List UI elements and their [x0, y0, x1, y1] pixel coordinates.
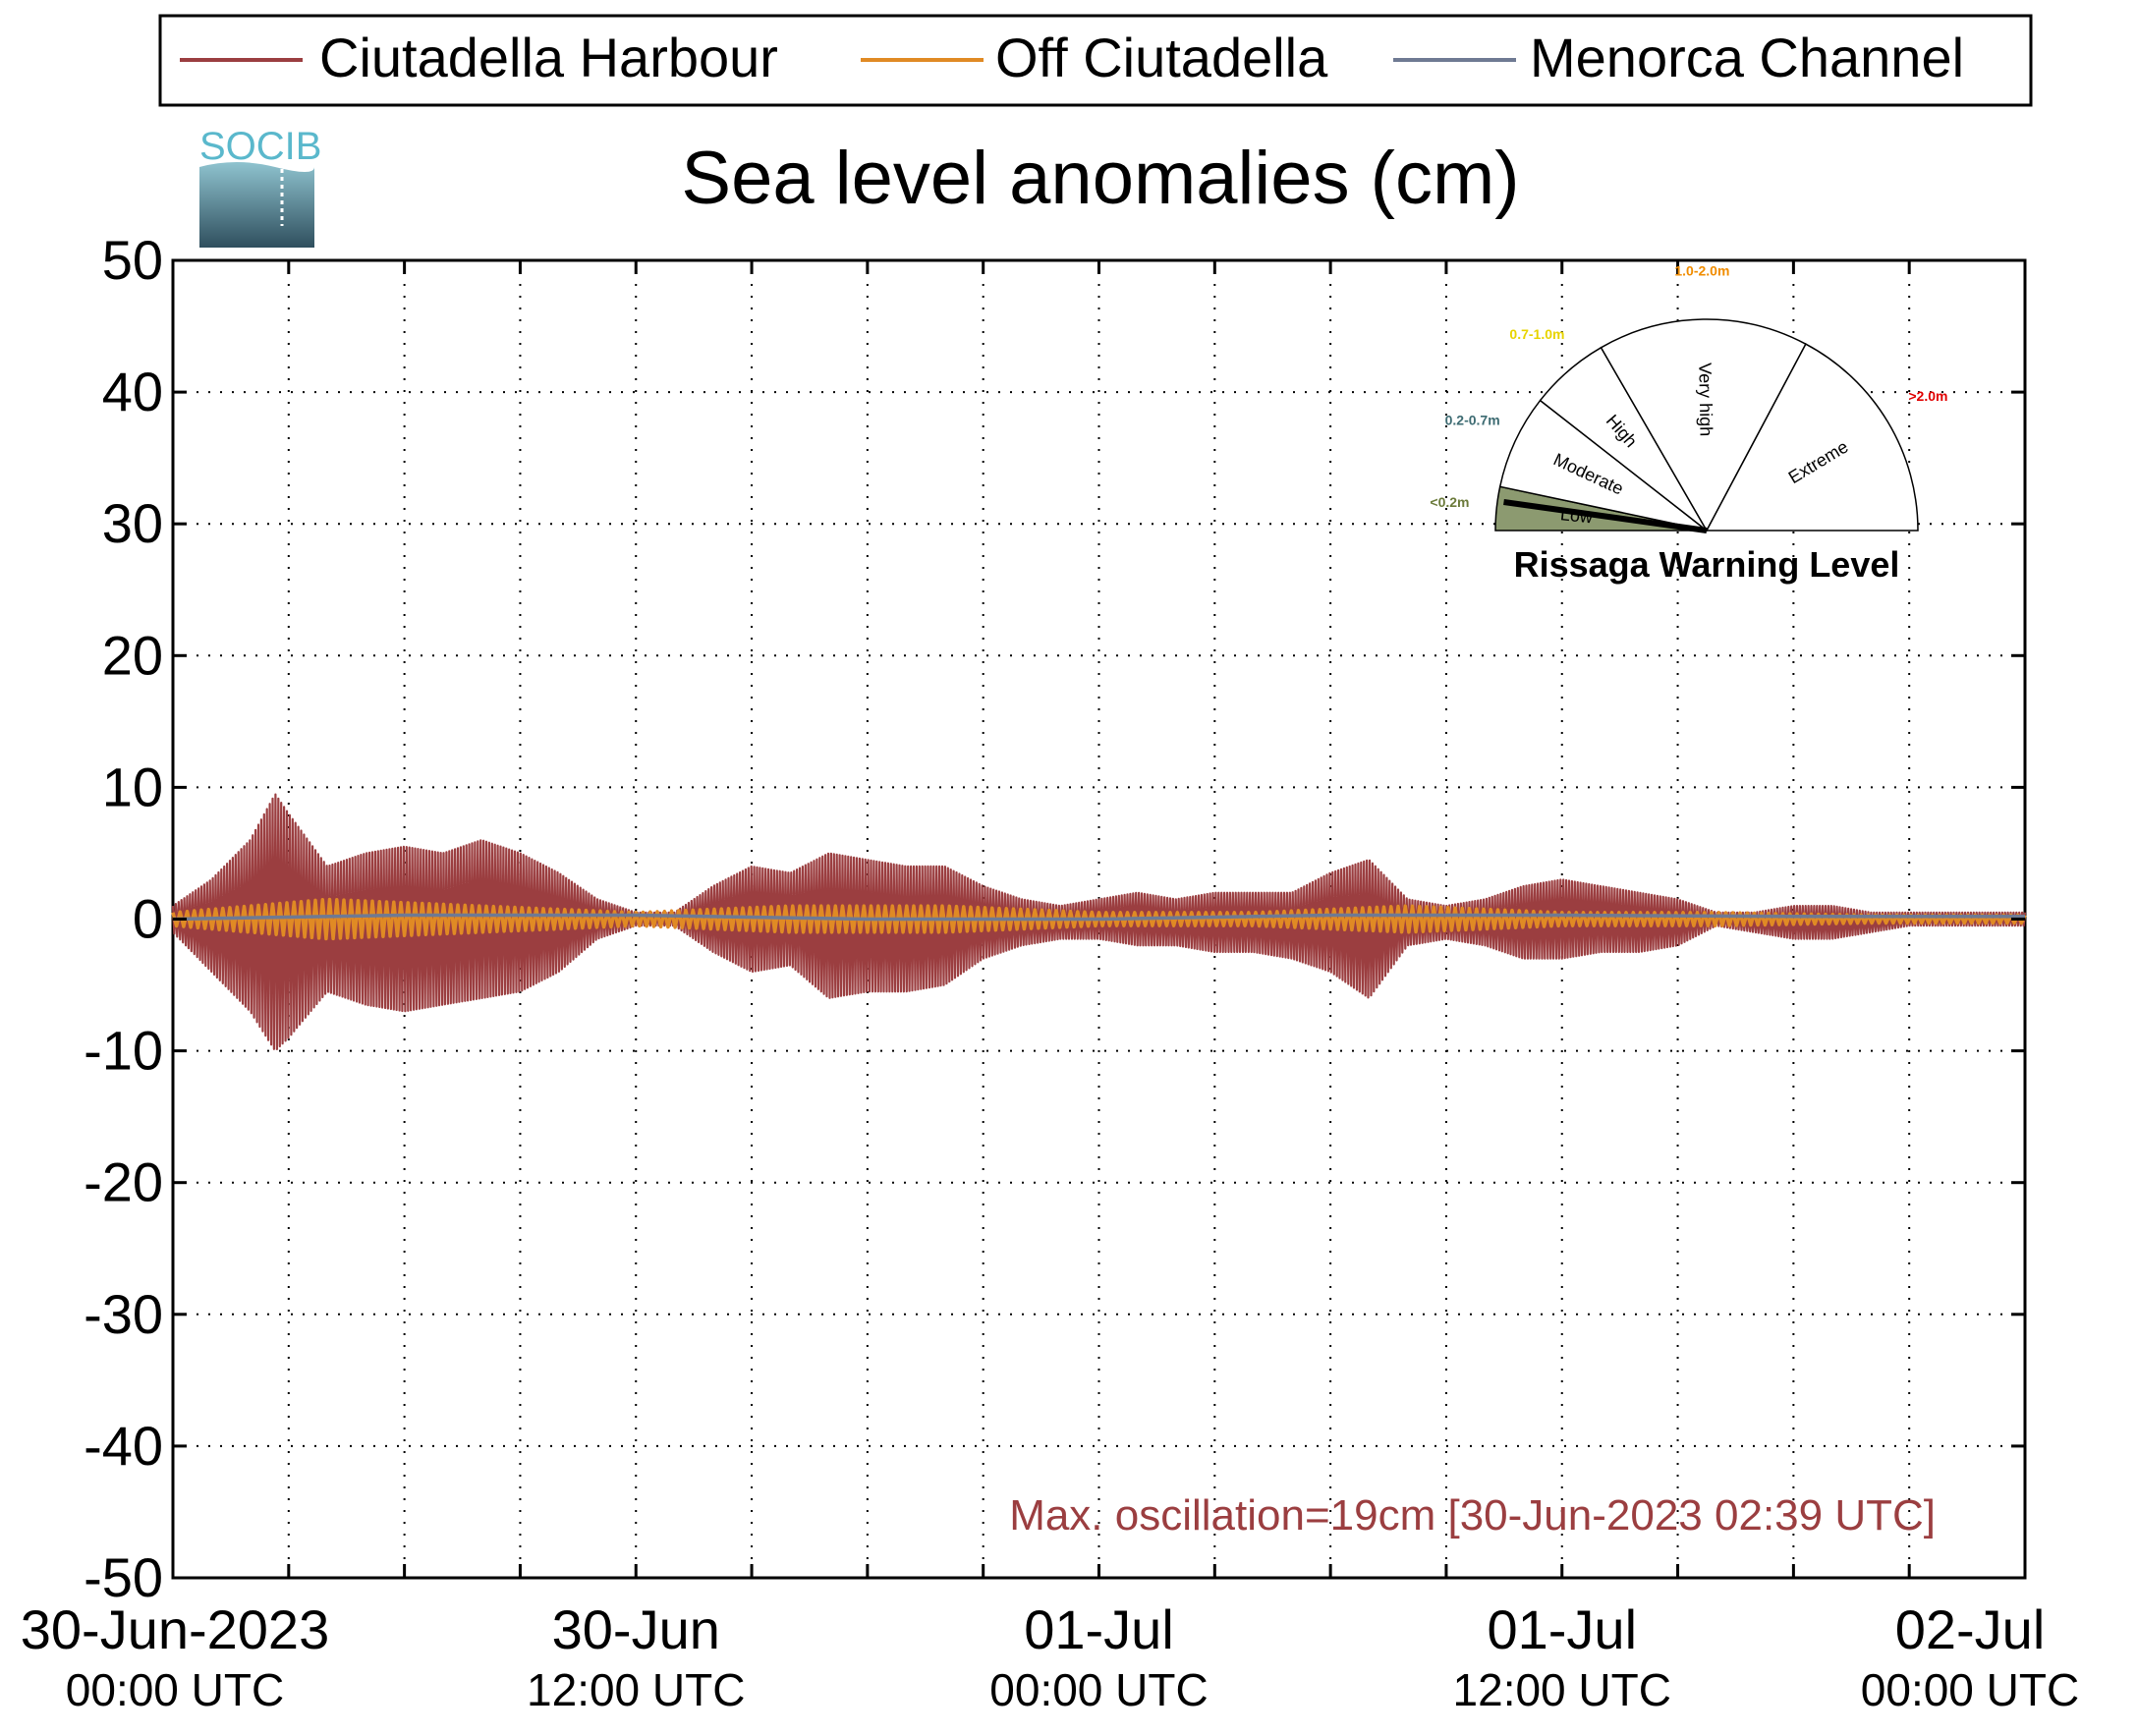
legend-label-off-ciutadella: Off Ciutadella: [995, 27, 1328, 88]
x-tick-sublabel: 00:00 UTC: [1861, 1664, 2079, 1715]
y-tick-label: -10: [84, 1020, 163, 1082]
x-tick-label: 30-Jun: [552, 1598, 720, 1660]
x-tick-label: 02-Jul: [1895, 1598, 2046, 1660]
gauge-needle: [1503, 499, 1708, 533]
y-tick-label: -20: [84, 1151, 163, 1213]
x-tick-label: 01-Jul: [1024, 1598, 1174, 1660]
x-tick-sublabel: 12:00 UTC: [1453, 1664, 1671, 1715]
x-tick-sublabel: 00:00 UTC: [989, 1664, 1208, 1715]
x-tick-sublabel: 00:00 UTC: [66, 1664, 284, 1715]
max-oscillation-annotation: Max. oscillation=19cm [30-Jun-2023 02:39…: [1009, 1491, 1936, 1540]
socib-logo: SOCIB: [199, 125, 321, 248]
legend: Ciutadella Harbour Off Ciutadella Menorc…: [158, 14, 2033, 107]
series-layer: [171, 793, 2027, 1050]
y-axis: -50 -40 -30 -20 -10 0 10 20 30 40 50: [84, 229, 2025, 1608]
y-tick-label: 20: [102, 624, 163, 686]
gauge-range-label: <0.2m: [1430, 494, 1469, 510]
y-tick-label: 10: [102, 756, 163, 817]
x-tick-sublabel: 12:00 UTC: [527, 1664, 745, 1715]
gauge-range-label: 0.7-1.0m: [1509, 326, 1564, 342]
legend-label-menorca-channel: Menorca Channel: [1530, 27, 1964, 88]
grid-lines: [173, 260, 2025, 1578]
gauge-range-label: >2.0m: [1908, 388, 1947, 404]
logo-wave: [199, 162, 314, 248]
y-tick-label: 40: [102, 361, 163, 422]
y-tick-label: 0: [133, 888, 163, 950]
legend-box: [158, 14, 2033, 107]
logo-text: SOCIB: [199, 125, 321, 168]
gauge-sector-extreme: [1705, 343, 1919, 532]
chart-title: Sea level anomalies (cm): [681, 137, 1519, 220]
y-tick-label: 50: [102, 229, 163, 291]
legend-label-ciutadella-harbour: Ciutadella Harbour: [319, 27, 778, 88]
y-tick-label: -50: [84, 1546, 163, 1608]
y-tick-label: -30: [84, 1283, 163, 1345]
y-tick-label: -40: [84, 1415, 163, 1477]
gauge-label: Very high: [1695, 363, 1715, 436]
gauge-range-label: 0.2-0.7m: [1445, 413, 1500, 428]
gauge-sector-very-high: [1600, 318, 1807, 532]
x-tick-label: 01-Jul: [1487, 1598, 1637, 1660]
gauge-range-label: 1.0-2.0m: [1674, 263, 1729, 279]
series-line-off-ciutadella: [171, 897, 2027, 941]
x-tick-label: 30-Jun-2023: [21, 1598, 329, 1660]
gauge-title: Rissaga Warning Level: [1514, 544, 1900, 585]
y-tick-label: 30: [102, 492, 163, 554]
series-line-menorca-channel: [172, 913, 2025, 922]
